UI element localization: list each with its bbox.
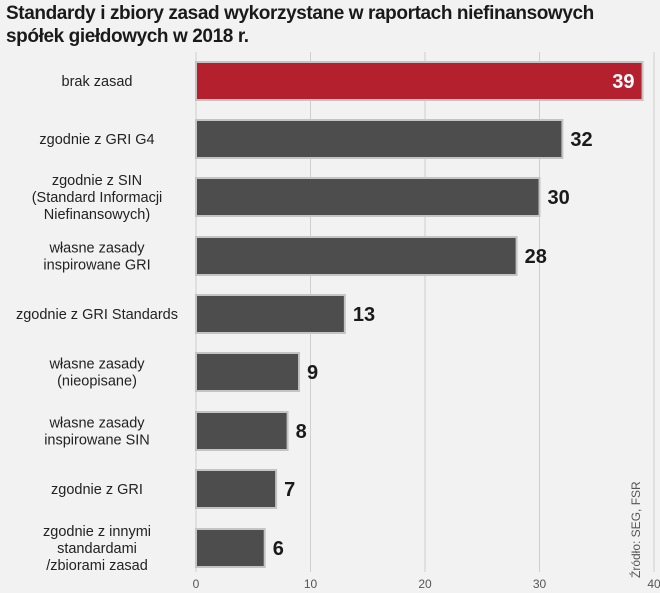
chart-title: Standardy i zbiory zasad wykorzystane w … bbox=[6, 3, 594, 47]
x-tick-label-4: 40 bbox=[647, 577, 660, 591]
x-tick-label-0: 0 bbox=[193, 577, 200, 591]
x-tick-label-1: 10 bbox=[304, 577, 318, 591]
bar-value-7: 7 bbox=[284, 479, 295, 501]
bar-value-8: 6 bbox=[273, 538, 284, 560]
bar-2 bbox=[195, 177, 541, 217]
bar-value-1: 32 bbox=[570, 129, 592, 151]
category-label-3: własne zasady inspirowane GRI bbox=[43, 241, 150, 274]
category-label-1: zgodnie z GRI G4 bbox=[39, 132, 154, 148]
bar-3 bbox=[195, 236, 518, 276]
x-tick-label-3: 30 bbox=[533, 577, 547, 591]
category-label-0: brak zasad bbox=[62, 74, 133, 90]
bar-0 bbox=[195, 61, 644, 101]
bar-value-0: 39 bbox=[612, 71, 634, 93]
bar-value-2: 30 bbox=[548, 187, 570, 209]
source-note: Źródło: SEG, FSR bbox=[628, 481, 643, 578]
bar-1 bbox=[195, 119, 564, 159]
bar-7 bbox=[195, 469, 278, 509]
category-label-4: zgodnie z GRI Standards bbox=[16, 307, 178, 323]
category-label-2: zgodnie z SIN (Standard Informacji Niefina… bbox=[32, 173, 163, 223]
category-label-7: zgodnie z GRI bbox=[51, 482, 143, 498]
bar-value-3: 28 bbox=[525, 246, 547, 268]
category-label-6: własne zasady inspirowane SIN bbox=[44, 416, 150, 449]
category-label-8: zgodnie z innymi standardami/zbiorami zas… bbox=[43, 524, 151, 574]
bar-6 bbox=[195, 411, 289, 451]
bar-8 bbox=[195, 528, 266, 568]
category-label-5: własne zasady (nieopisane) bbox=[48, 357, 145, 390]
bar-5 bbox=[195, 352, 301, 392]
bar-4 bbox=[195, 294, 346, 334]
bar-value-5: 9 bbox=[307, 362, 318, 384]
x-tick-label-2: 20 bbox=[418, 577, 432, 591]
bar-value-6: 8 bbox=[296, 421, 307, 443]
bar-value-4: 13 bbox=[353, 304, 375, 326]
